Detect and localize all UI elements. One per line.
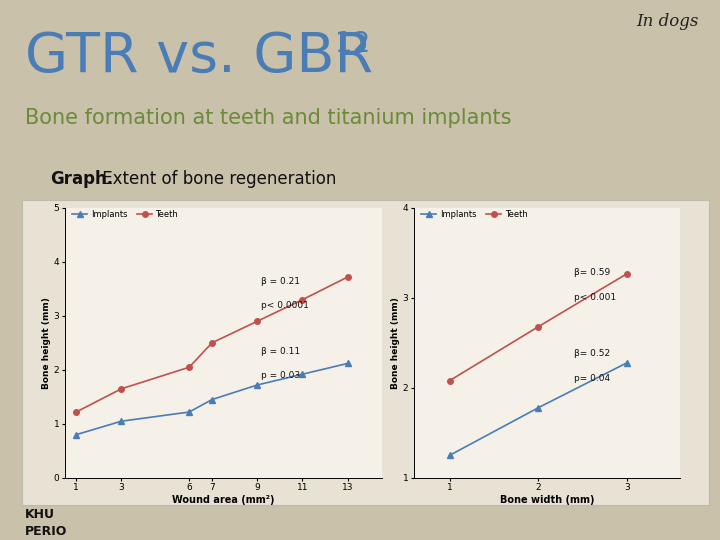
Implants [623,360,631,366]
Teeth [72,409,81,415]
Teeth [117,386,126,392]
Text: GTR vs. GBR: GTR vs. GBR [25,30,374,84]
Teeth [445,377,454,384]
Implants [298,371,307,377]
Text: p< 0.001: p< 0.001 [574,293,616,302]
Text: PERIO: PERIO [25,525,68,538]
Text: In dogs: In dogs [636,14,698,30]
Implants [207,396,216,403]
Teeth [298,296,307,303]
Text: Bone formation at teeth and titanium implants: Bone formation at teeth and titanium imp… [25,108,512,128]
Implants [534,404,543,411]
Line: Implants: Implants [446,360,630,458]
Teeth [185,364,194,370]
Implants [253,382,261,388]
Text: β= 0.59: β= 0.59 [574,268,610,278]
Text: 12: 12 [335,30,370,58]
Y-axis label: Bone height (mm): Bone height (mm) [42,297,50,389]
Text: KHU: KHU [25,508,55,521]
Text: β= 0.52: β= 0.52 [574,349,610,359]
Y-axis label: Bone height (mm): Bone height (mm) [391,297,400,389]
Teeth [343,274,352,280]
Implants [185,409,194,415]
Implants [117,418,126,424]
Text: Graph.: Graph. [50,170,114,188]
Line: Teeth: Teeth [73,274,351,415]
Text: Extent of bone regeneration: Extent of bone regeneration [97,170,336,188]
X-axis label: Bone width (mm): Bone width (mm) [500,495,595,505]
Implants [445,452,454,458]
Text: β = 0.21: β = 0.21 [261,276,300,286]
X-axis label: Wound area (mm²): Wound area (mm²) [172,495,274,505]
Teeth [207,340,216,346]
Text: p = 0.03: p = 0.03 [261,371,300,380]
Legend: Implants, Teeth: Implants, Teeth [418,207,531,222]
Implants [343,360,352,367]
Line: Implants: Implants [73,361,351,437]
Text: p< 0.0001: p< 0.0001 [261,301,309,310]
Legend: Implants, Teeth: Implants, Teeth [69,207,181,222]
Implants [72,431,81,438]
Text: p= 0.04: p= 0.04 [574,374,610,383]
Teeth [623,271,631,277]
Text: β = 0.11: β = 0.11 [261,347,300,356]
Teeth [253,318,261,325]
Line: Teeth: Teeth [446,271,630,383]
Teeth [534,323,543,330]
